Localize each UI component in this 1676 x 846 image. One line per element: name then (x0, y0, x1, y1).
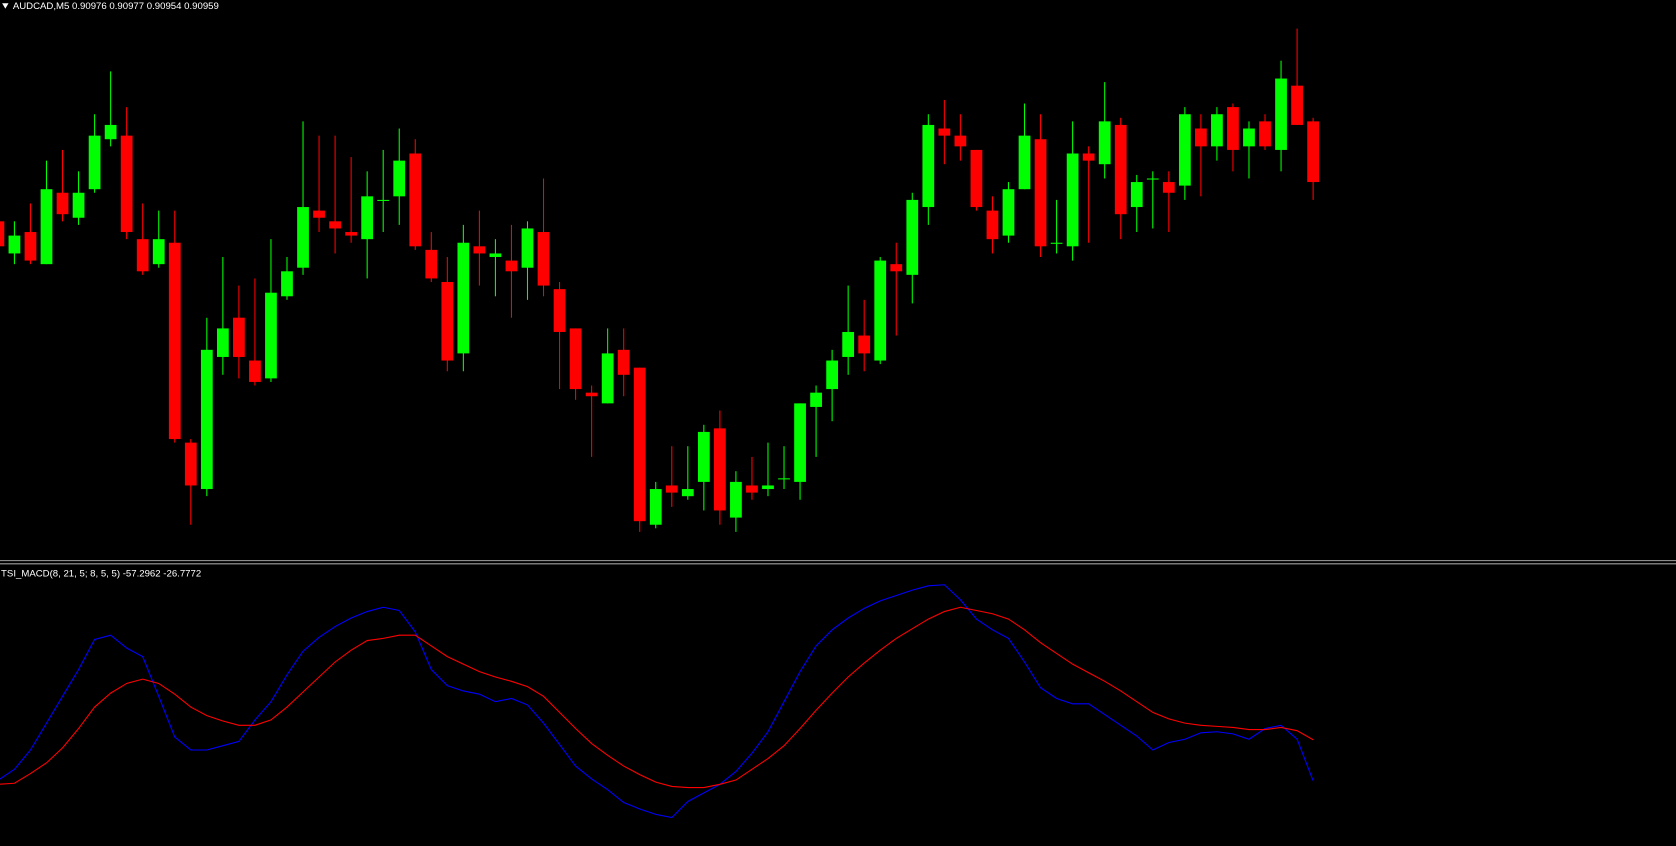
candle-body (649, 489, 662, 525)
candle-body (569, 328, 582, 390)
candle-body (265, 292, 277, 379)
candle-body (409, 153, 422, 247)
candle-body (1211, 114, 1223, 147)
candle-body (810, 392, 822, 407)
candle-body (537, 232, 550, 286)
candle-body (88, 135, 101, 190)
candle-body (746, 485, 758, 493)
candle-body (233, 317, 245, 357)
candle-body (922, 124, 935, 208)
candle-body (1130, 182, 1143, 208)
candle-body (249, 360, 261, 382)
candle-body (72, 192, 85, 218)
candle-body (890, 264, 903, 272)
candle-body (184, 442, 197, 486)
candle-body (56, 192, 69, 215)
candle-body (120, 135, 133, 233)
candle-body (168, 242, 181, 440)
candle-body (874, 260, 887, 361)
candle-body (954, 135, 967, 147)
candle-body (297, 207, 309, 268)
candle-body (329, 221, 341, 229)
candle-body (8, 235, 21, 254)
candle-body (826, 360, 838, 390)
candle-body (1146, 178, 1159, 180)
candle-body (136, 239, 149, 272)
candle-body (1002, 189, 1015, 236)
candle-body (24, 232, 37, 261)
candle-body (762, 485, 774, 490)
candle-body (1227, 107, 1239, 150)
candle-body (1178, 114, 1191, 186)
candle-body (1034, 139, 1047, 247)
candle-body (393, 160, 406, 197)
candle-body (473, 246, 486, 254)
candle-body (778, 478, 790, 480)
candle-body (842, 331, 855, 357)
menu-triangle[interactable] (2, 3, 9, 9)
candle-body (152, 239, 165, 265)
candle-body (425, 249, 438, 279)
candle-body (345, 232, 358, 236)
candle-body (858, 335, 871, 354)
candle-body (521, 228, 534, 268)
candle-body (633, 367, 646, 522)
candle-body (361, 196, 374, 240)
candle-body (0, 221, 5, 247)
candle-body (938, 128, 951, 136)
candle-body (714, 428, 726, 511)
candle-body (697, 431, 710, 482)
candle-body (1291, 85, 1303, 125)
price-panel-title: AUDCAD,M5 0.90976 0.90977 0.90954 0.9095… (13, 1, 219, 12)
candle-body (617, 349, 630, 375)
candle-body (585, 392, 598, 397)
candle-body (553, 289, 566, 332)
candle-body (1307, 121, 1319, 183)
indicator-line (0, 606, 1314, 789)
candle-body (1098, 121, 1111, 165)
candle-body (665, 485, 678, 493)
candle-body (1162, 182, 1175, 193)
candle-body (281, 271, 293, 297)
candle-body (1066, 153, 1079, 247)
candle-body (1114, 124, 1127, 215)
candle-body (505, 260, 518, 272)
candle-body (681, 489, 694, 497)
candle-body (104, 124, 117, 140)
candle-body (970, 149, 983, 208)
candle-body (601, 353, 614, 404)
candle-body (457, 242, 470, 354)
indicator-panel-title: TSI_MACD(8, 21, 5; 8, 5, 5) -57.2962 -26… (1, 569, 201, 580)
candle-body (730, 481, 742, 518)
candle-body (986, 210, 999, 240)
candle-body (313, 210, 325, 218)
candle-body (489, 253, 502, 258)
candle-body (1082, 153, 1095, 161)
candle-body (377, 199, 390, 201)
candle-body (216, 328, 229, 357)
candle-body (1018, 135, 1031, 190)
indicator-line (0, 584, 1314, 819)
candle-body (794, 403, 806, 482)
candle-body (1195, 128, 1207, 147)
candle-body (1243, 128, 1255, 147)
candle-body (441, 282, 454, 361)
candle-body (1259, 121, 1271, 147)
candle-body (1050, 242, 1063, 244)
candle-body (1275, 78, 1287, 150)
candle-body (200, 349, 213, 490)
candle-body (40, 189, 53, 265)
candle-body (906, 199, 919, 275)
